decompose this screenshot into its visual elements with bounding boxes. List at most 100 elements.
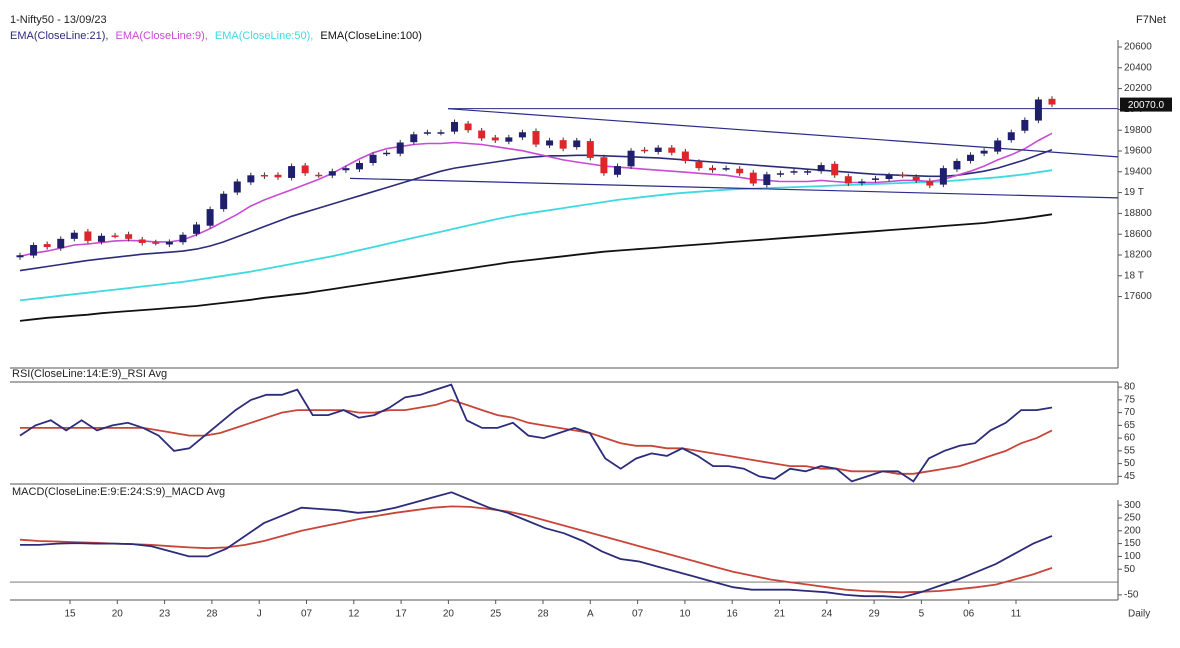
candle-bearish — [899, 174, 907, 177]
macd-y-tick-label: 150 — [1124, 538, 1141, 549]
x-tick-label: 16 — [727, 609, 739, 620]
macd-y-tick-label: 300 — [1124, 500, 1141, 511]
candle-bearish — [695, 161, 703, 169]
candle-bullish — [193, 224, 201, 234]
candle-bearish — [152, 242, 160, 244]
candle-bullish — [518, 132, 526, 138]
candle-bearish — [1048, 98, 1056, 105]
candle-bearish — [736, 168, 744, 174]
candle-bullish — [654, 147, 662, 152]
candle-bearish — [586, 141, 594, 158]
x-tick-label: 25 — [490, 609, 502, 620]
candle-bearish — [491, 137, 499, 141]
candle-bullish — [858, 181, 866, 184]
x-tick-label: 17 — [396, 609, 408, 620]
rsi-y-tick-label: 70 — [1124, 407, 1136, 418]
x-tick-label: 07 — [301, 609, 313, 620]
candle-bullish — [437, 132, 445, 134]
candle-bullish — [451, 122, 459, 132]
candle-bearish — [926, 180, 934, 186]
candle-bullish — [817, 165, 825, 172]
candle-bullish — [220, 193, 228, 210]
candle-bearish — [600, 157, 608, 174]
trendline-lower — [349, 177, 1119, 199]
candle-bearish — [831, 163, 839, 176]
candle-bearish — [709, 167, 717, 171]
candle-bearish — [43, 244, 51, 248]
main-y-tick-label: 19 T — [1124, 187, 1144, 198]
chart-title: 1-Nifty50 - 13/09/23 — [10, 14, 107, 26]
x-tick-label: 29 — [869, 609, 881, 620]
x-tick-label: 21 — [774, 609, 786, 620]
brand-label: F7Net — [1136, 14, 1166, 26]
candle-bearish — [844, 176, 852, 184]
candle-bullish — [97, 235, 105, 242]
candle-bullish — [871, 178, 879, 180]
legend-ema50: EMA(CloseLine:50), — [214, 30, 314, 42]
candle-bullish — [546, 140, 554, 146]
main-y-tick-label: 20200 — [1124, 83, 1152, 94]
x-tick-label: A — [587, 609, 594, 620]
rsi-y-tick-label: 80 — [1124, 382, 1136, 393]
macd-title: MACD(CloseLine:E:9:E:24:S:9)_MACD Avg — [12, 486, 226, 498]
candle-bullish — [627, 150, 635, 167]
candle-bullish — [613, 166, 621, 175]
candle-bullish — [16, 255, 24, 258]
candle-bearish — [532, 131, 540, 145]
candle-bearish — [138, 239, 146, 243]
candle-bearish — [681, 151, 689, 161]
ema50-line — [19, 169, 1053, 302]
x-tick-label: 10 — [679, 609, 691, 620]
candle-bearish — [464, 123, 472, 131]
macd-y-tick-label: -50 — [1124, 590, 1139, 601]
x-tick-label: 15 — [64, 609, 76, 620]
candle-bullish — [763, 174, 771, 186]
candle-bullish — [1007, 132, 1015, 141]
candle-bearish — [559, 140, 567, 149]
candle-bullish — [328, 171, 336, 176]
timeframe-label: Daily — [1128, 609, 1150, 620]
ema9-line — [19, 132, 1053, 258]
candle-bullish — [233, 181, 241, 193]
candle-bearish — [84, 231, 92, 241]
candle-bullish — [776, 173, 784, 175]
candle-bullish — [994, 140, 1002, 152]
candle-bullish — [573, 140, 581, 148]
x-tick-label: 11 — [1011, 609, 1022, 620]
candle-bullish — [165, 241, 173, 245]
candle-bullish — [980, 150, 988, 154]
x-tick-label: J — [257, 609, 262, 620]
candle-bullish — [1034, 99, 1042, 121]
x-tick-label: 20 — [112, 609, 124, 620]
main-y-tick-label: 18600 — [1124, 229, 1152, 240]
rsi-y-tick-label: 55 — [1124, 445, 1136, 456]
trendline-upper — [447, 108, 1119, 158]
candle-bearish — [478, 130, 486, 139]
candle-bearish — [315, 174, 323, 177]
x-tick-label: 23 — [159, 609, 171, 620]
candle-bearish — [260, 174, 268, 177]
candle-bullish — [355, 163, 363, 170]
x-tick-label: 12 — [348, 609, 360, 620]
main-y-tick-label: 18800 — [1124, 208, 1152, 219]
candle-bullish — [939, 168, 947, 185]
macd-signal-line — [19, 505, 1053, 594]
x-tick-label: 28 — [537, 609, 549, 620]
candle-bullish — [953, 160, 961, 170]
ema-legend: EMA(CloseLine:21), EMA(CloseLine:9), EMA… — [10, 30, 426, 42]
main-y-tick-label: 18200 — [1124, 250, 1152, 261]
rsi-title: RSI(CloseLine:14:E:9)_RSI Avg — [12, 368, 168, 380]
x-tick-label: 28 — [206, 609, 218, 620]
rsi-y-tick-label: 45 — [1124, 471, 1136, 482]
candle-bullish — [804, 171, 812, 173]
main-y-tick-label: 19400 — [1124, 166, 1152, 177]
legend-ema100: EMA(CloseLine:100) — [320, 30, 422, 42]
candle-bearish — [641, 149, 649, 152]
candle-bullish — [369, 154, 377, 163]
candle-bullish — [885, 175, 893, 179]
candle-bullish — [288, 166, 296, 178]
candle-bullish — [247, 175, 255, 183]
candle-bearish — [111, 235, 119, 237]
last-price-badge-bg — [1120, 97, 1172, 112]
